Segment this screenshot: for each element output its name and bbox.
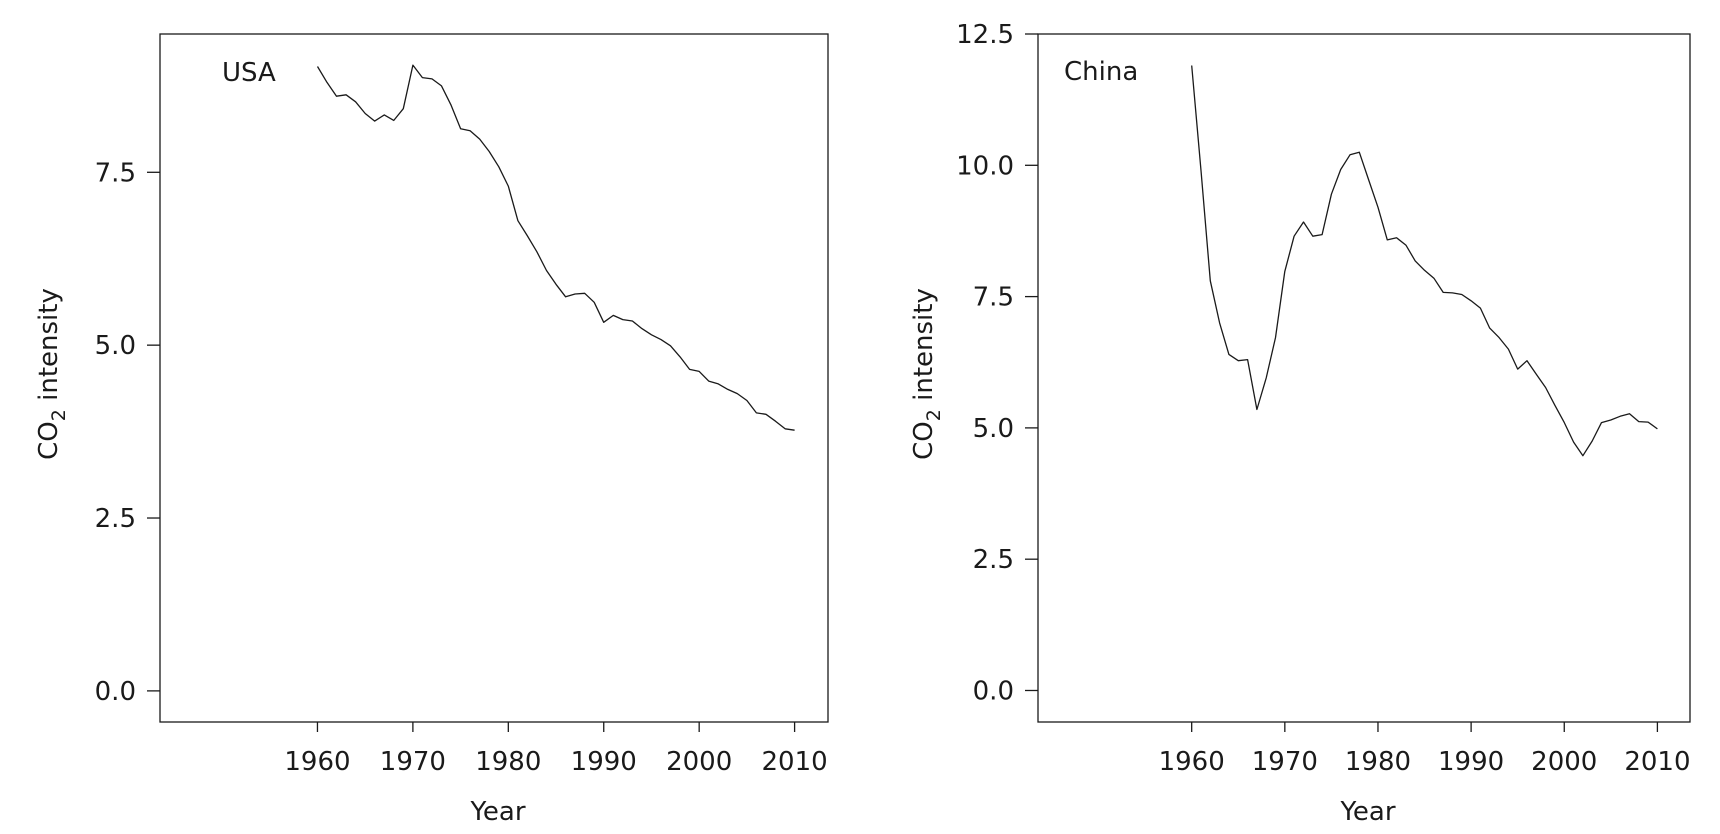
y-tick-label: 12.5 [956, 20, 1014, 50]
y-axis-title-subscript: 2 [48, 409, 70, 421]
x-tick-label: 2000 [666, 747, 732, 777]
y-tick-label: 7.5 [973, 283, 1014, 313]
plot-frame [159, 33, 829, 723]
china-panel: 1960 1970 1980 1990 2000 2010 0.0 2.5 5.0 7.5 10.0… [909, 20, 1691, 827]
x-tick-label: 1970 [380, 747, 446, 777]
x-tick-label: 1960 [1159, 747, 1225, 777]
y-tick-label: 2.5 [95, 504, 136, 534]
x-axis-title: Year [1339, 797, 1395, 827]
co2-intensity-line-china [1191, 65, 1658, 457]
y-axis-title-subscript: 2 [923, 409, 945, 421]
y-tick-label: 5.0 [95, 331, 136, 361]
y-axis-title-main: CO [34, 421, 64, 460]
y-tick-label: 5.0 [973, 414, 1014, 444]
y-tick-label: 7.5 [95, 158, 136, 188]
y-axis-title-rest: intensity [909, 288, 939, 409]
x-tick-label: 1980 [1345, 747, 1411, 777]
y-axis-title: CO2 intensity [909, 288, 945, 460]
x-axis-title: Year [469, 797, 525, 827]
usa-panel: 1960 1970 1980 1990 2000 2010 0.0 2.5 5.0 7.5 USA… [34, 33, 829, 827]
x-tick-label: 1980 [475, 747, 541, 777]
x-tick-label: 2000 [1531, 747, 1597, 777]
y-tick-label: 0.0 [973, 676, 1014, 706]
y-tick-label: 0.0 [95, 677, 136, 707]
y-axis-title: CO2 intensity [34, 288, 70, 460]
tick-group: 1960 1970 1980 1990 2000 2010 0.0 2.5 5.0 7.5 [95, 158, 828, 777]
y-tick-label: 2.5 [973, 545, 1014, 575]
plot-frame [1037, 33, 1691, 723]
x-tick-label: 1990 [1438, 747, 1504, 777]
panel-label-china: China [1064, 57, 1138, 87]
x-tick-label: 1990 [571, 747, 637, 777]
y-axis-title-rest: intensity [34, 288, 64, 409]
y-tick-label: 10.0 [956, 151, 1014, 181]
x-tick-label: 1970 [1252, 747, 1318, 777]
y-axis-title-main: CO [909, 421, 939, 460]
tick-group: 1960 1970 1980 1990 2000 2010 0.0 2.5 5.0 7.5 10.0… [956, 20, 1690, 777]
x-tick-label: 2010 [762, 747, 828, 777]
co2-intensity-line-usa [316, 64, 795, 431]
x-tick-label: 2010 [1624, 747, 1690, 777]
x-tick-label: 1960 [284, 747, 350, 777]
panel-label-usa: USA [222, 58, 276, 88]
